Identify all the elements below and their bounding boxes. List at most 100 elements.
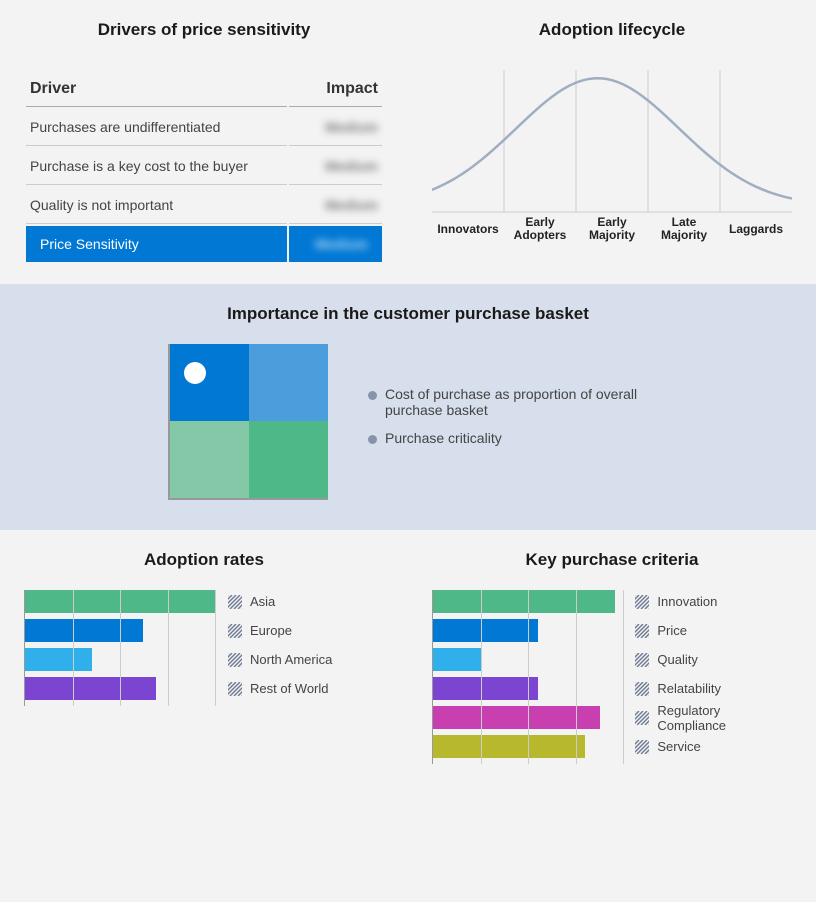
drivers-header-impact: Impact — [289, 72, 382, 107]
lifecycle-panel: Adoption lifecycle InnovatorsEarlyAdopte… — [408, 0, 816, 284]
hbar-legend-label: Service — [657, 739, 700, 754]
importance-panel: Importance in the customer purchase bask… — [0, 284, 816, 530]
legend-swatch-icon — [228, 682, 242, 696]
importance-legend-label: Cost of purchase as proportion of overal… — [385, 386, 648, 418]
hbar-bar — [433, 648, 481, 671]
hbar-gridline — [120, 590, 121, 706]
drivers-cell-impact: Medium — [289, 187, 382, 224]
lifecycle-chart: InnovatorsEarlyAdoptersEarlyMajorityLate… — [432, 70, 792, 250]
adoption-rates-legend: Asia Europe North America Rest of World — [228, 590, 332, 706]
purchase-criteria-title: Key purchase criteria — [432, 550, 792, 570]
hbar-legend-item: Rest of World — [228, 677, 332, 700]
hbar-gridline — [481, 590, 482, 764]
hbar-bar — [25, 677, 156, 700]
drivers-cell-driver: Purchases are undifferentiated — [26, 109, 287, 146]
legend-swatch-icon — [635, 682, 649, 696]
drivers-header-row: Driver Impact — [26, 72, 382, 107]
hbar-bar — [433, 677, 538, 700]
bottom-row: Adoption rates Asia Europe North America Re… — [0, 530, 816, 784]
drivers-summary-value: Medium — [289, 226, 382, 262]
adoption-rates-title: Adoption rates — [24, 550, 384, 570]
hbar-legend-label: Innovation — [657, 594, 717, 609]
importance-legend-label: Purchase criticality — [385, 430, 502, 446]
hbar-gridline — [215, 590, 216, 706]
hbar-legend-item: Regulatory Compliance — [635, 706, 792, 729]
importance-marker — [184, 362, 206, 384]
quadrant-bottom-right — [249, 421, 328, 498]
hbar-legend-label: Quality — [657, 652, 697, 667]
lifecycle-category-label: Innovators — [437, 222, 499, 236]
hbar-legend-label: Rest of World — [250, 681, 329, 696]
hbar-bar — [433, 590, 615, 613]
hbar-bar — [25, 648, 92, 671]
drivers-title: Drivers of price sensitivity — [24, 20, 384, 40]
hbar-gridline — [576, 590, 577, 764]
importance-legend: Cost of purchase as proportion of overal… — [368, 386, 648, 458]
adoption-rates-chart — [24, 590, 214, 706]
drivers-row: Purchase is a key cost to the buyerMediu… — [26, 148, 382, 185]
lifecycle-category-label: Majority — [661, 228, 707, 242]
quadrant-bottom-left — [170, 421, 249, 498]
hbar-bar — [433, 619, 538, 642]
drivers-cell-driver: Purchase is a key cost to the buyer — [26, 148, 287, 185]
importance-title: Importance in the customer purchase bask… — [24, 304, 792, 324]
quadrant-top-right — [249, 344, 328, 421]
lifecycle-category-label: Early — [525, 215, 555, 229]
hbar-legend-item: North America — [228, 648, 332, 671]
legend-swatch-icon — [635, 711, 649, 725]
hbar-gridline — [528, 590, 529, 764]
hbar-legend-item: Price — [635, 619, 792, 642]
importance-legend-item: Purchase criticality — [368, 430, 648, 446]
adoption-rates-panel: Adoption rates Asia Europe North America Re… — [0, 530, 408, 784]
hbar-bar — [433, 735, 585, 758]
hbar-legend-item: Asia — [228, 590, 332, 613]
hbar-legend-label: Relatability — [657, 681, 721, 696]
legend-dot-icon — [368, 435, 377, 444]
legend-swatch-icon — [635, 624, 649, 638]
hbar-gridline — [168, 590, 169, 706]
top-row: Drivers of price sensitivity Driver Impa… — [0, 0, 816, 284]
hbar-legend-item: Quality — [635, 648, 792, 671]
drivers-header-driver: Driver — [26, 72, 287, 107]
hbar-legend-label: Europe — [250, 623, 292, 638]
drivers-row: Quality is not importantMedium — [26, 187, 382, 224]
purchase-criteria-legend: Innovation Price Quality Relatability Regula… — [635, 590, 792, 764]
hbar-legend-item: Relatability — [635, 677, 792, 700]
lifecycle-curve — [432, 78, 792, 198]
drivers-row: Purchases are undifferentiatedMedium — [26, 109, 382, 146]
hbar-legend-label: Asia — [250, 594, 275, 609]
drivers-summary-label: Price Sensitivity — [26, 226, 287, 262]
legend-dot-icon — [368, 391, 377, 400]
legend-swatch-icon — [228, 653, 242, 667]
drivers-cell-driver: Quality is not important — [26, 187, 287, 224]
hbar-legend-label: Price — [657, 623, 687, 638]
quadrant-top-left — [170, 344, 249, 421]
hbar-gridline — [73, 590, 74, 706]
hbar-gridline — [623, 590, 624, 764]
purchase-criteria-panel: Key purchase criteria Innovation Price Qua… — [408, 530, 816, 784]
lifecycle-category-label: Laggards — [729, 222, 783, 236]
legend-swatch-icon — [228, 624, 242, 638]
hbar-bar — [25, 619, 143, 642]
legend-swatch-icon — [228, 595, 242, 609]
hbar-legend-label: North America — [250, 652, 332, 667]
hbar-legend-label: Regulatory Compliance — [657, 703, 792, 733]
lifecycle-category-label: Adopters — [514, 228, 567, 242]
lifecycle-category-label: Late — [672, 215, 697, 229]
importance-legend-item: Cost of purchase as proportion of overal… — [368, 386, 648, 418]
drivers-panel: Drivers of price sensitivity Driver Impa… — [0, 0, 408, 284]
lifecycle-title: Adoption lifecycle — [432, 20, 792, 40]
hbar-legend-item: Service — [635, 735, 792, 758]
legend-swatch-icon — [635, 595, 649, 609]
lifecycle-category-label: Majority — [589, 228, 635, 242]
drivers-cell-impact: Medium — [289, 109, 382, 146]
lifecycle-category-label: Early — [597, 215, 627, 229]
legend-swatch-icon — [635, 740, 649, 754]
hbar-legend-item: Innovation — [635, 590, 792, 613]
drivers-table: Driver Impact Purchases are undifferenti… — [24, 70, 384, 264]
drivers-cell-impact: Medium — [289, 148, 382, 185]
hbar-legend-item: Europe — [228, 619, 332, 642]
legend-swatch-icon — [635, 653, 649, 667]
importance-quadrant — [168, 344, 328, 500]
drivers-summary-row: Price SensitivityMedium — [26, 226, 382, 262]
